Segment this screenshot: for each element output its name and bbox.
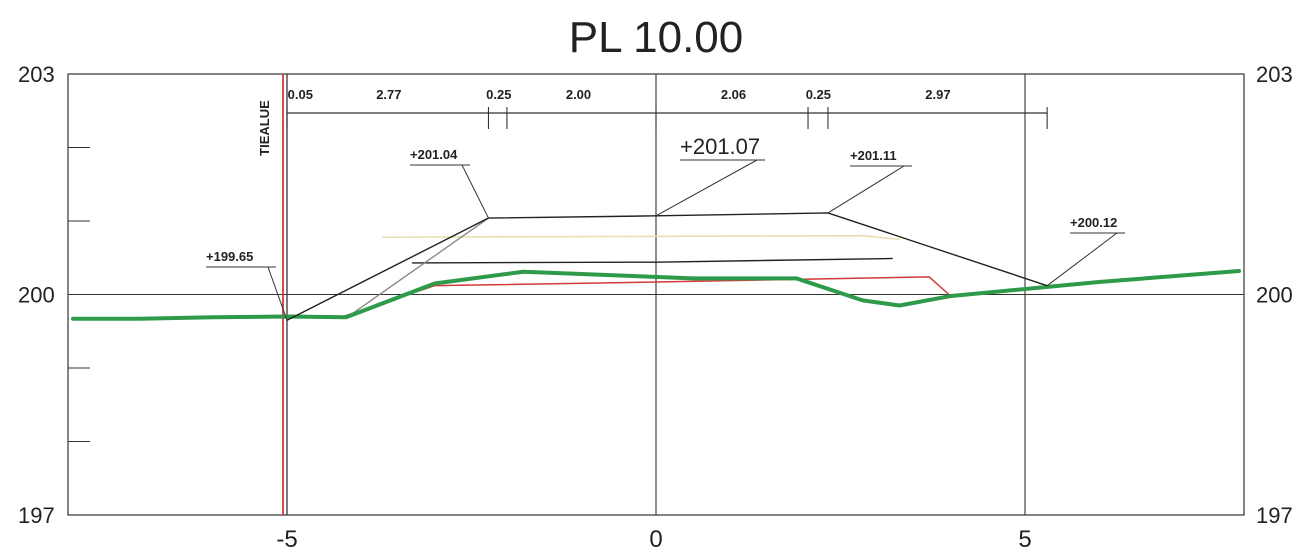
- leader-line-right_shoulder: [827, 165, 905, 214]
- y-tick-left-200: 200: [18, 283, 55, 308]
- x-tick-0: 0: [649, 526, 662, 553]
- leader-line-left_toe: [267, 266, 288, 321]
- y-tick-right-197: 197: [1256, 503, 1293, 528]
- boundary-label: TIEALUE: [257, 100, 272, 156]
- chart-title: PL 10.00: [569, 13, 744, 62]
- gray-fill-slope: [345, 217, 490, 319]
- structure-base-line: [411, 257, 893, 264]
- y-tick-labels: 203 203 200 200 197 197: [18, 62, 1293, 528]
- elevation-label-centerline: +201.07: [680, 134, 760, 159]
- road-surface-line: [286, 212, 1048, 321]
- dimension-line-group: 0.05 2.77 0.25 2.00 2.06 0.25 2.97: [286, 87, 1048, 129]
- elevation-label-right_toe: +200.12: [1070, 215, 1117, 230]
- elevation-label-right_shoulder: +201.11: [850, 148, 897, 163]
- y-tick-left-197: 197: [18, 503, 55, 528]
- dimension-label-1: 0.05: [288, 87, 313, 102]
- elevation-label-left_shoulder: +201.04: [410, 147, 458, 162]
- x-tick-5: 5: [1018, 526, 1031, 553]
- dimension-label-3: 0.25: [486, 87, 511, 102]
- dimension-label-5: 2.06: [721, 87, 746, 102]
- existing-ground-group: [70, 268, 1242, 321]
- y-tick-right-200: 200: [1256, 283, 1293, 308]
- elevation-label-group: +199.65 +201.04 +201.07 +201.11 +200.12: [206, 134, 1125, 321]
- structure-layers: [337, 217, 950, 319]
- x-tick--5: -5: [276, 526, 297, 553]
- boundary-lines: [282, 74, 288, 515]
- x-tick-labels: -5 0 5: [276, 526, 1031, 553]
- dimension-label-2: 2.77: [376, 87, 401, 102]
- leader-line-left_shoulder: [461, 164, 489, 219]
- top-layer-line: [382, 234, 901, 241]
- leader-line-right_toe: [1046, 232, 1118, 287]
- gridlines: [68, 74, 1244, 515]
- y-tick-left-203: 203: [18, 62, 55, 87]
- dimension-label-4: 2.00: [566, 87, 591, 102]
- axis-ticks: [68, 146, 90, 443]
- leader-line-centerline: [655, 159, 758, 217]
- elevation-label-left_toe: +199.65: [206, 249, 253, 264]
- existing-ground-line: [70, 268, 1242, 321]
- structure-surface-group: [286, 212, 1048, 321]
- y-tick-right-203: 203: [1256, 62, 1293, 87]
- dimension-label-7: 2.97: [925, 87, 950, 102]
- dimension-label-6: 0.25: [806, 87, 831, 102]
